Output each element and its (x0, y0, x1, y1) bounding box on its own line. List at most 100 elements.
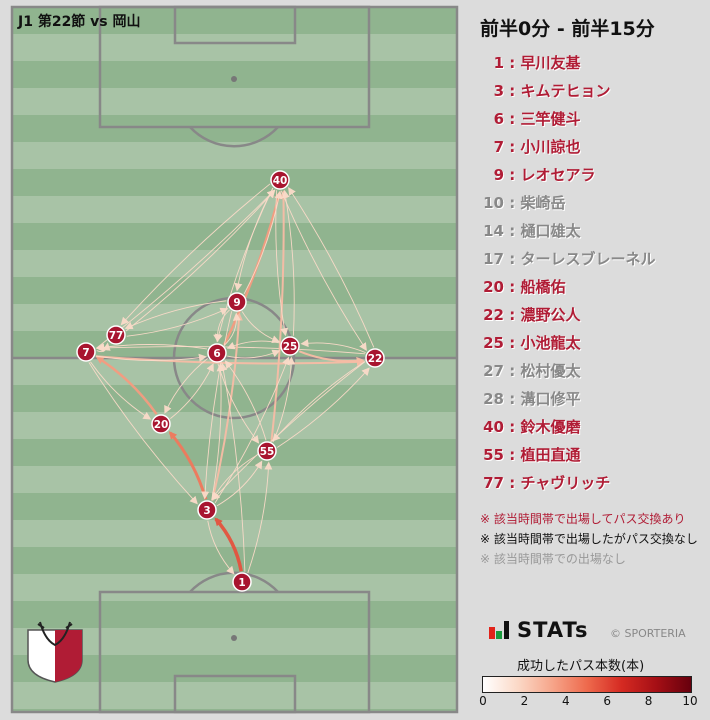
colorbar-tick: 8 (644, 694, 653, 708)
player-item: 7 : 小川諒也 (480, 136, 655, 164)
player-number: 17 (483, 250, 504, 268)
player-node (197, 500, 217, 520)
player-name: チャヴリッチ (520, 474, 611, 492)
pitch-stripe (12, 7, 457, 34)
pass-arrow (164, 358, 208, 414)
player-number: 27 (483, 362, 504, 380)
player-name: 松村優太 (520, 362, 581, 380)
pass-arrow (170, 363, 214, 419)
pass-arrow (95, 356, 158, 415)
note-inactive: ※ 該当時間帯での出場なし (480, 552, 626, 566)
player-name: 小川諒也 (520, 138, 581, 156)
player-item: 10 : 柴崎岳 (480, 192, 655, 220)
colorbar-title: 成功したパス本数(本) (517, 659, 645, 674)
player-number: 28 (483, 390, 504, 408)
pitch-stripe (12, 88, 457, 115)
bottom-goal-box (173, 674, 297, 714)
pass-arrow (224, 312, 241, 346)
stats-bars-icon (489, 621, 509, 639)
player-node (257, 441, 277, 461)
pitch-stripe (12, 493, 457, 520)
player-name: 柴崎岳 (520, 194, 566, 212)
pitch-stripe (12, 115, 457, 142)
player-name: 溝口修平 (520, 390, 581, 408)
player-node-label: 9 (233, 297, 240, 309)
pitch-stripe (12, 682, 457, 709)
colorbar-tick: 10 (682, 694, 698, 708)
player-item: 27 : 松村優太 (480, 360, 655, 388)
pass-arrow (211, 363, 225, 501)
pass-arrow (247, 461, 273, 574)
pitch-stripe (12, 169, 457, 196)
pass-arrow (241, 311, 281, 344)
top-penalty-spot (231, 76, 237, 82)
player-node (207, 343, 227, 363)
player-number: 77 (483, 474, 504, 492)
player-item: 77 : チャヴリッチ (480, 472, 655, 500)
player-item: 14 : 樋口雄太 (480, 220, 655, 248)
pass-arrow (90, 361, 152, 420)
copyright: © SPORTERIA (610, 627, 686, 640)
player-node-label: 40 (273, 175, 288, 187)
pass-arrow (298, 350, 365, 365)
colorbar-tick: 2 (520, 694, 529, 708)
pass-arrow (281, 189, 295, 336)
pitch-stripe (12, 196, 457, 223)
player-name: ターレスブレーネル (520, 250, 656, 268)
player-item: 40 : 鈴木優磨 (480, 416, 655, 444)
player-number: 40 (483, 418, 504, 436)
pass-arrow (201, 311, 233, 500)
player-node-label: 77 (109, 330, 124, 342)
player-name: レオセアラ (520, 166, 596, 184)
player-number: 10 (483, 194, 504, 212)
pass-arrow (272, 356, 296, 443)
player-item: 9 : レオセアラ (480, 164, 655, 192)
top-goal-box (173, 5, 297, 45)
player-node (365, 348, 385, 368)
player-node-label: 55 (260, 446, 275, 458)
pitch-stripe (12, 628, 457, 655)
pass-arrow (214, 356, 290, 504)
player-node-label: 20 (154, 419, 169, 431)
player-node-label: 7 (82, 347, 89, 359)
player-number: 25 (483, 334, 504, 352)
player-node (76, 342, 96, 362)
player-node (227, 292, 247, 312)
pass-arrow (227, 349, 281, 359)
pitch-stripe (12, 601, 457, 628)
pass-arrow (219, 362, 246, 572)
player-item: 28 : 溝口修平 (480, 388, 655, 416)
player-name: 早川友基 (520, 54, 581, 72)
pass-arrow (207, 520, 235, 575)
pass-arrow (95, 353, 207, 362)
pitch-stripe (12, 250, 457, 277)
pass-arrow (124, 300, 227, 330)
pitch-stripe (12, 655, 457, 682)
colorbar-tick: 0 (479, 694, 487, 708)
pass-arrow (211, 361, 366, 501)
player-name: キムテヒョン (520, 82, 611, 100)
top-arc (189, 126, 279, 148)
player-node-label: 1 (238, 577, 245, 589)
note-active: ※ 該当時間帯で出場してパス交換あり (480, 512, 686, 526)
player-node (232, 572, 252, 592)
pass-arrow (275, 190, 289, 337)
player-item: 55 : 植田直通 (480, 444, 655, 472)
club-logo-red (55, 630, 82, 682)
player-item: 3 : キムテヒョン (480, 80, 655, 108)
player-name: 樋口雄太 (520, 222, 581, 240)
player-number: 6 (493, 110, 504, 128)
player-node-label: 6 (213, 348, 220, 360)
pass-arrow (125, 189, 276, 332)
player-item: 1 : 早川友基 (480, 52, 655, 80)
pass-arrow (88, 362, 198, 505)
pass-arrow (96, 342, 111, 353)
pitch-stripe (12, 520, 457, 547)
player-number: 20 (483, 278, 504, 296)
player-node-label: 25 (283, 341, 298, 353)
player-item: 20 : 船橋佑 (480, 276, 655, 304)
pass-arrow (288, 187, 375, 348)
colorbar-tick: 6 (603, 694, 612, 708)
player-node (280, 336, 300, 356)
player-item: 6 : 三竿健斗 (480, 108, 655, 136)
